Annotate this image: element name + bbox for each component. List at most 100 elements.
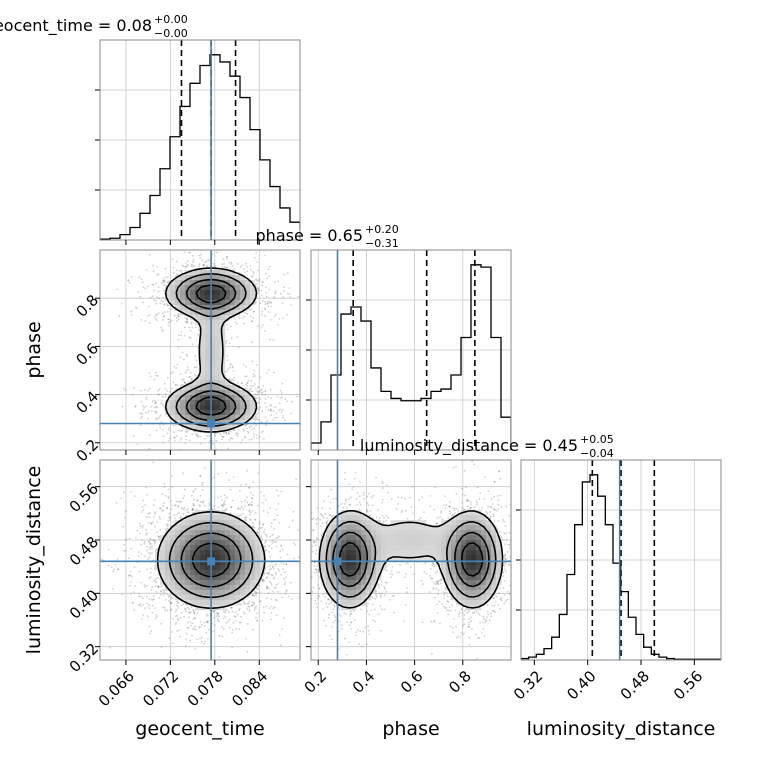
sample-point xyxy=(246,470,249,472)
sample-point xyxy=(436,582,439,585)
sample-point xyxy=(227,432,230,435)
sample-point xyxy=(275,412,278,414)
sample-point xyxy=(177,500,180,503)
density-cell xyxy=(235,540,241,546)
sample-point xyxy=(206,621,209,624)
density-cell xyxy=(220,415,226,421)
sample-point xyxy=(177,313,180,315)
sample-point xyxy=(183,334,186,337)
density-cell xyxy=(205,590,211,596)
density-cell xyxy=(486,595,492,601)
sample-point xyxy=(158,597,161,599)
density-cell xyxy=(235,300,241,306)
sample-point xyxy=(283,617,286,620)
sample-point xyxy=(285,563,288,566)
sample-point xyxy=(170,508,173,511)
sample-point xyxy=(459,611,461,614)
sample-point xyxy=(366,508,369,511)
density-cell xyxy=(366,540,372,546)
density-cell xyxy=(446,550,452,556)
density-cell xyxy=(336,525,342,531)
density-cell xyxy=(195,300,201,306)
panel-frame xyxy=(99,249,301,451)
sample-point xyxy=(260,289,263,292)
density-cell xyxy=(436,530,442,536)
density-cell xyxy=(195,425,201,431)
sample-point xyxy=(264,402,267,404)
density-cell xyxy=(245,550,251,556)
sample-point xyxy=(167,595,170,598)
sample-point xyxy=(227,368,230,371)
density-cell xyxy=(190,545,196,551)
sample-point xyxy=(163,482,166,485)
sample-point xyxy=(147,410,150,412)
sample-point xyxy=(184,262,187,264)
density-cell xyxy=(205,550,211,556)
sample-point xyxy=(405,591,408,594)
density-cell xyxy=(446,535,452,541)
density-cell xyxy=(195,290,201,296)
sample-point xyxy=(388,599,391,601)
sample-point xyxy=(265,286,267,289)
density-cell xyxy=(321,560,327,566)
density-cell xyxy=(336,565,342,571)
sample-point xyxy=(191,508,194,511)
title-upper-error: +0.00 xyxy=(154,13,188,26)
density-cell xyxy=(215,535,221,541)
sample-point xyxy=(245,483,247,486)
density-cell xyxy=(396,525,402,531)
sample-point xyxy=(375,592,377,595)
density-cell xyxy=(481,535,487,541)
sample-point xyxy=(192,507,194,510)
sample-point xyxy=(345,613,347,616)
sample-point xyxy=(155,299,157,302)
density-cell xyxy=(421,530,427,536)
density-cell xyxy=(215,365,221,371)
sample-point xyxy=(257,412,259,415)
density-cell xyxy=(205,280,211,286)
sample-point xyxy=(492,610,495,613)
density-cell xyxy=(230,515,236,521)
sample-point xyxy=(231,646,234,649)
sample-point xyxy=(143,542,146,545)
density-cell xyxy=(215,540,221,546)
sample-point xyxy=(263,495,265,497)
sample-point xyxy=(251,438,253,440)
sample-point xyxy=(273,606,276,609)
sample-point xyxy=(158,393,161,396)
sample-point xyxy=(151,586,154,589)
sample-point xyxy=(123,543,126,546)
sample-point xyxy=(140,543,142,546)
density-cell xyxy=(195,570,201,576)
sample-point xyxy=(166,593,169,596)
density-cell xyxy=(225,580,231,586)
sample-point xyxy=(261,527,263,529)
sample-point xyxy=(504,557,506,560)
sample-point xyxy=(199,442,202,445)
density-cell xyxy=(215,415,221,421)
sample-point xyxy=(422,583,424,586)
density-cell xyxy=(351,555,357,561)
sample-point xyxy=(256,386,259,388)
density-cell xyxy=(346,580,352,586)
density-cell xyxy=(195,560,201,566)
sample-point xyxy=(319,518,321,521)
sample-point xyxy=(195,360,198,362)
sample-point xyxy=(450,609,452,612)
sample-point xyxy=(316,597,319,600)
sample-point xyxy=(235,628,238,630)
sample-point xyxy=(280,544,282,547)
sample-point xyxy=(186,317,189,320)
sample-point xyxy=(128,281,131,284)
sample-point xyxy=(124,539,127,541)
sample-point xyxy=(247,379,250,382)
density-cell xyxy=(481,565,487,571)
density-cell xyxy=(391,545,397,551)
sample-point xyxy=(182,265,185,268)
sample-point xyxy=(262,300,264,303)
sample-point xyxy=(258,279,261,282)
sample-point xyxy=(250,605,253,607)
sample-point xyxy=(193,504,196,507)
sample-point xyxy=(226,355,229,357)
density-cell xyxy=(205,345,211,351)
